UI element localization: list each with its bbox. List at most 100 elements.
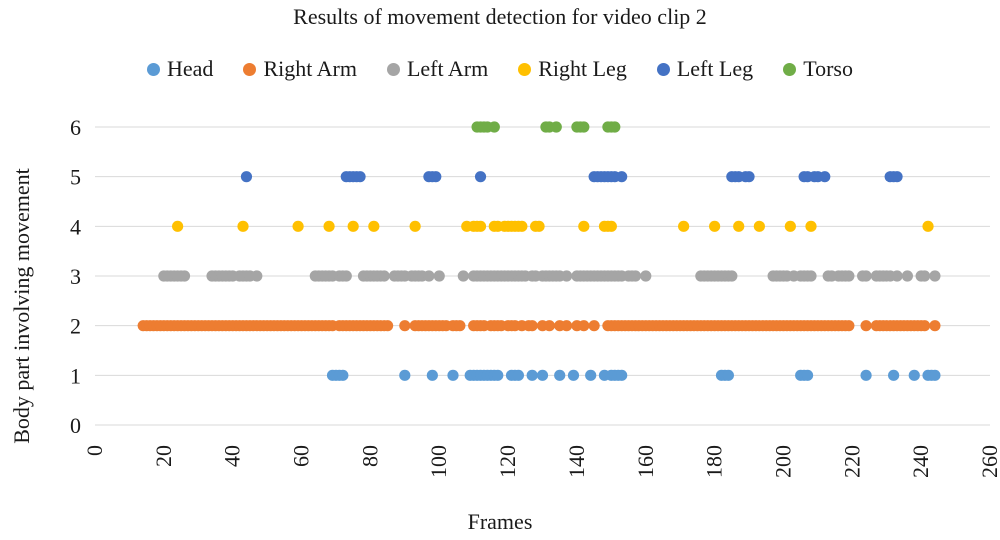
- legend-marker-left-arm: [386, 62, 400, 76]
- point-left-arm: [433, 270, 445, 282]
- point-right-arm: [843, 320, 855, 332]
- point-left-arm: [929, 270, 941, 282]
- point-right-leg: [474, 220, 487, 232]
- point-left-leg: [616, 171, 628, 183]
- point-right-arm: [454, 320, 466, 332]
- legend-label-left-arm: Left Arm: [406, 56, 489, 81]
- legend-marker-right-leg: [518, 62, 532, 76]
- point-head: [929, 369, 941, 381]
- legend-item-left-leg: Left Leg: [656, 56, 753, 82]
- point-right-leg: [605, 220, 617, 232]
- legend-item-head: Head: [147, 56, 213, 82]
- point-left-arm: [901, 270, 913, 282]
- y-tick-label-5: 5: [70, 165, 81, 190]
- point-head: [426, 369, 438, 381]
- x-tick-label-60: 60: [289, 445, 314, 467]
- point-head: [337, 369, 349, 381]
- x-tick-label-40: 40: [220, 445, 245, 467]
- x-tick-label-200: 200: [770, 445, 795, 478]
- point-right-leg: [805, 220, 817, 232]
- legend-label-torso: Torso: [803, 56, 853, 81]
- y-tick-label-1: 1: [70, 363, 81, 388]
- legend-label-right-arm: Right Arm: [263, 56, 357, 81]
- point-head: [567, 369, 580, 381]
- point-right-leg: [678, 220, 690, 232]
- y-tick-label-4: 4: [70, 214, 81, 239]
- y-tick-label-6: 6: [70, 115, 81, 140]
- point-left-arm: [918, 270, 931, 282]
- point-left-arm: [340, 270, 352, 282]
- point-left-arm: [805, 270, 817, 282]
- point-head: [888, 369, 900, 381]
- point-right-leg: [172, 220, 184, 232]
- point-right-leg: [733, 220, 745, 232]
- point-head: [526, 369, 538, 381]
- point-left-arm: [378, 270, 390, 282]
- point-left-leg: [474, 171, 487, 183]
- chart-legend: Head Right Arm Left Arm Right Leg Left L…: [0, 56, 1000, 82]
- legend-label-right-leg: Right Leg: [538, 56, 627, 81]
- x-tick-label-260: 260: [977, 445, 1000, 478]
- legend-item-right-leg: Right Leg: [518, 56, 627, 82]
- point-right-leg: [516, 220, 528, 232]
- point-left-arm: [178, 270, 191, 282]
- point-left-leg: [819, 171, 831, 183]
- point-right-leg: [533, 220, 545, 232]
- point-left-arm: [726, 270, 738, 282]
- point-right-leg: [578, 220, 590, 232]
- y-tick-label-2: 2: [70, 314, 81, 339]
- point-right-leg: [784, 220, 796, 232]
- point-right-arm: [578, 320, 590, 332]
- point-torso: [488, 121, 500, 133]
- point-torso: [550, 121, 562, 133]
- point-left-arm: [629, 270, 642, 282]
- legend-marker-right-arm: [243, 62, 257, 76]
- point-right-arm: [918, 320, 931, 332]
- point-head: [860, 369, 872, 381]
- point-right-arm: [526, 320, 538, 332]
- point-right-arm: [381, 320, 394, 332]
- point-head: [399, 369, 411, 381]
- point-right-leg: [409, 220, 421, 232]
- x-tick-label-180: 180: [702, 445, 727, 478]
- point-left-arm: [251, 270, 263, 282]
- point-right-arm: [560, 320, 573, 332]
- point-head: [447, 369, 459, 381]
- x-tick-label-100: 100: [426, 445, 451, 478]
- point-right-leg: [368, 220, 380, 232]
- point-head: [908, 369, 920, 381]
- point-right-leg: [753, 220, 765, 232]
- point-right-leg: [709, 220, 721, 232]
- point-head: [536, 369, 549, 381]
- point-left-arm: [891, 270, 903, 282]
- legend-item-left-arm: Left Arm: [386, 56, 489, 82]
- point-right-leg: [292, 220, 304, 232]
- point-head: [722, 369, 734, 381]
- legend-marker-head: [147, 62, 161, 76]
- x-tick-label-20: 20: [151, 445, 176, 467]
- y-axis-label: Body part involving movement: [9, 168, 34, 444]
- point-head: [492, 369, 504, 381]
- point-torso: [578, 121, 590, 133]
- point-head: [585, 369, 597, 381]
- point-left-leg: [430, 171, 442, 183]
- point-head: [554, 369, 566, 381]
- legend-marker-left-leg: [656, 62, 670, 76]
- point-left-arm: [457, 270, 469, 282]
- x-tick-label-220: 220: [839, 445, 864, 478]
- point-right-arm: [399, 320, 411, 332]
- point-torso: [609, 121, 621, 133]
- x-tick-label-160: 160: [633, 445, 658, 478]
- point-left-arm: [843, 270, 855, 282]
- point-right-arm: [929, 320, 941, 332]
- point-right-arm: [588, 320, 600, 332]
- point-right-leg: [922, 220, 934, 232]
- x-tick-label-240: 240: [908, 445, 933, 478]
- chart-title: Results of movement detection for video …: [293, 4, 707, 29]
- point-left-arm: [860, 270, 872, 282]
- point-left-arm: [640, 270, 652, 282]
- y-tick-label-3: 3: [70, 264, 81, 289]
- point-right-arm: [543, 320, 555, 332]
- point-right-arm: [860, 320, 872, 332]
